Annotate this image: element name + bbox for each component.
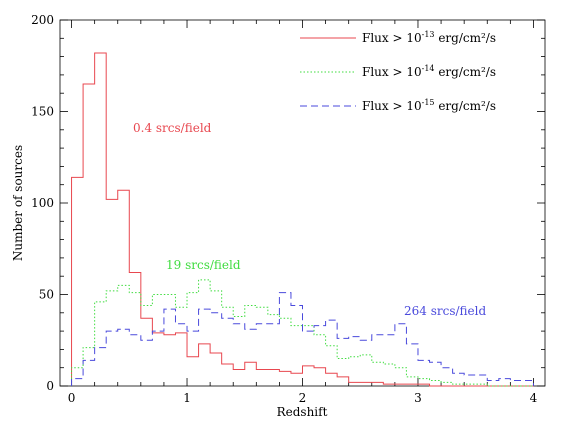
x-tick-label: 0: [68, 391, 76, 405]
series-annotation-1: 0.4 srcs/field: [133, 121, 212, 135]
x-tick-label: 3: [414, 391, 422, 405]
legend-label-2: Flux > 10-14 erg/cm²/s: [362, 64, 496, 79]
y-tick-label: 200: [31, 13, 54, 27]
y-axis-label: Number of sources: [11, 145, 25, 261]
x-tick-label: 1: [183, 391, 191, 405]
series-annotation-3: 264 srcs/field: [404, 304, 486, 318]
histogram-series-3: [71, 292, 534, 386]
legend-label-1: Flux > 10-13 erg/cm²/s: [362, 30, 496, 45]
axis-ticks: 0 1 2 3 4 0 50 100 150 200: [31, 13, 545, 405]
series-layer: [71, 52, 534, 387]
legend: Flux > 10-13 erg/cm²/s Flux > 10-14 erg/c…: [300, 30, 496, 113]
y-tick-label: 0: [46, 379, 54, 393]
x-tick-label: 4: [530, 391, 538, 405]
legend-label-3: Flux > 10-15 erg/cm²/s: [362, 98, 496, 113]
y-tick-label: 100: [31, 196, 54, 210]
x-axis-label: Redshift: [277, 405, 328, 419]
series-annotation-2: 19 srcs/field: [166, 258, 241, 272]
histogram-series-1: [71, 52, 534, 387]
histogram-series-2: [71, 279, 534, 387]
x-tick-label: 2: [299, 391, 307, 405]
annotations: 0.4 srcs/field 19 srcs/field 264 srcs/fiel…: [133, 121, 486, 318]
y-tick-label: 50: [39, 288, 54, 302]
y-tick-label: 150: [31, 105, 54, 119]
